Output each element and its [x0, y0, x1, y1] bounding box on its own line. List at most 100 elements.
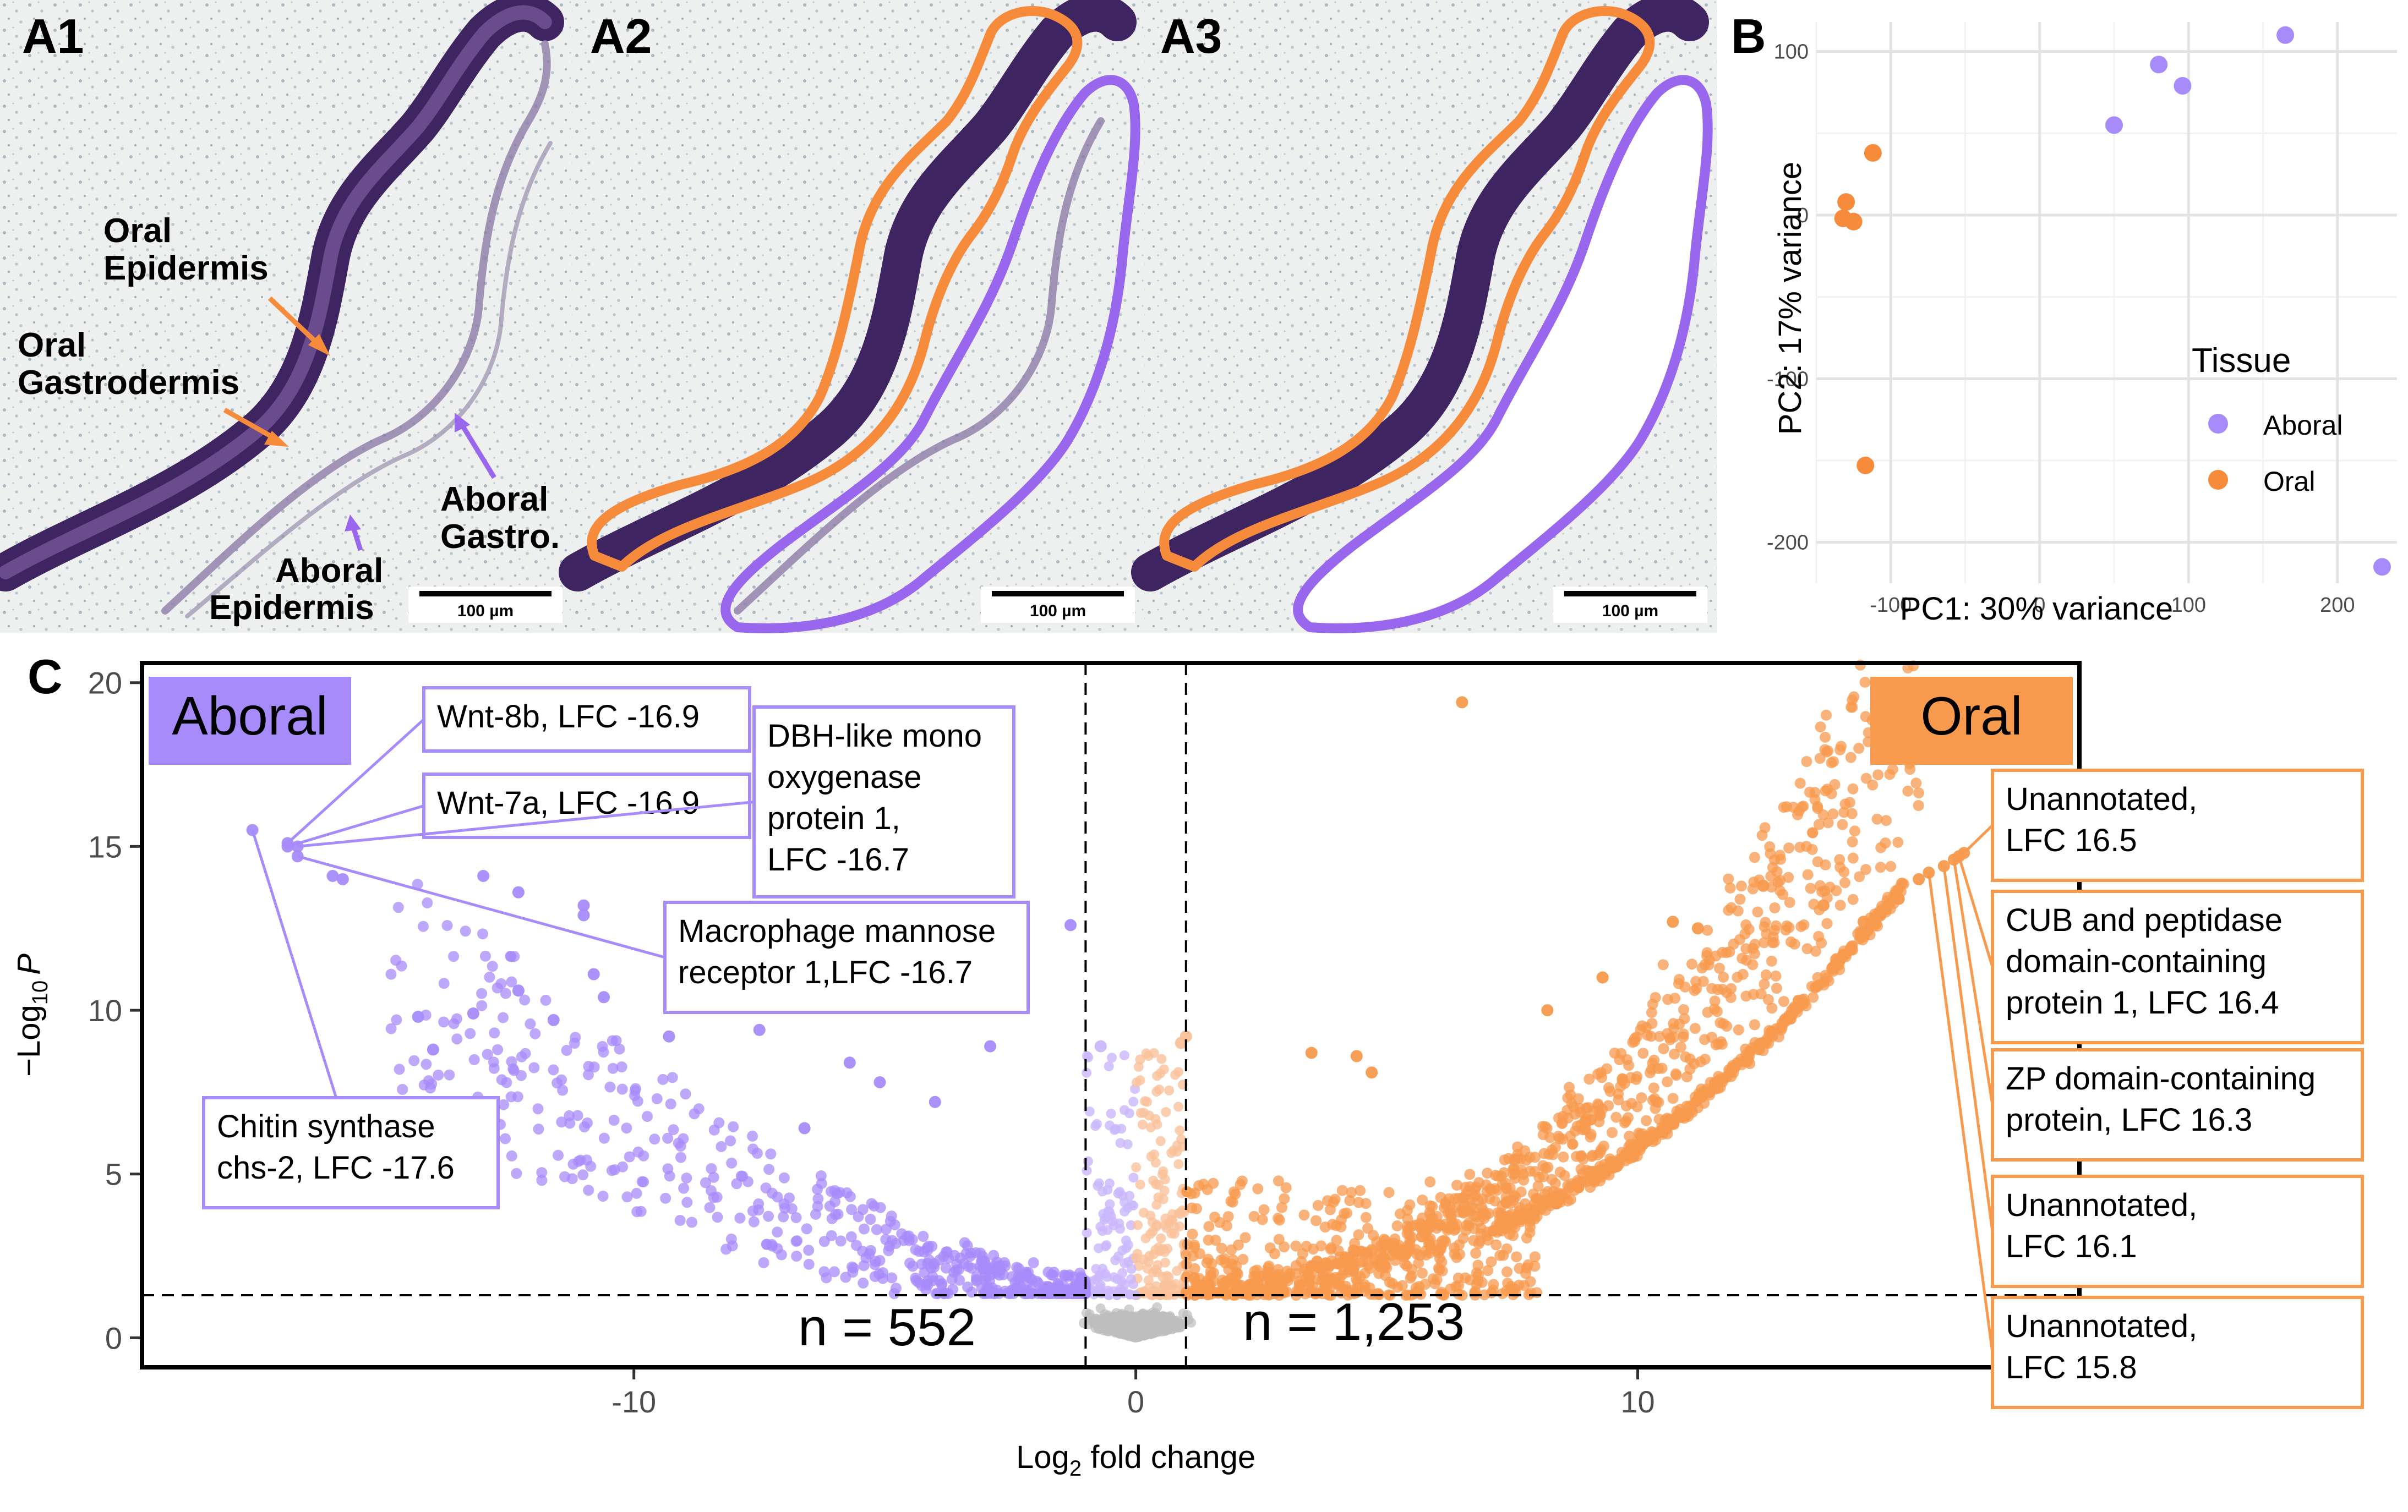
volcano-point: [1451, 1180, 1462, 1191]
volcano-point: [751, 1148, 763, 1159]
volcano-point: [631, 1206, 643, 1218]
volcano-point: [1042, 1267, 1054, 1278]
volcano-point: [608, 1115, 620, 1126]
volcano-point: [761, 1239, 772, 1250]
volcano-y-title-main: −Log: [11, 1005, 47, 1077]
volcano-point: [1587, 1165, 1599, 1177]
volcano-point: [1822, 817, 1834, 829]
volcano-point: [1752, 1044, 1764, 1055]
volcano-point: [1305, 1047, 1318, 1059]
volcano-point: [1393, 1240, 1404, 1251]
volcano-point: [1435, 1288, 1446, 1300]
volcano-point: [1135, 1179, 1145, 1190]
volcano-point: [1859, 676, 1871, 688]
volcano-point: [1155, 1136, 1166, 1146]
volcano-point: [1752, 906, 1763, 918]
volcano-point: [1189, 1272, 1200, 1283]
volcano-point: [1816, 937, 1827, 949]
volcano-point: [1473, 1195, 1484, 1207]
volcano-y-tick-label: 20: [88, 666, 122, 700]
pca-x-tick-label: 0: [2034, 594, 2045, 617]
volcano-point: [1646, 1018, 1658, 1029]
volcano-point: [1642, 1029, 1653, 1041]
volcano-point: [1381, 1262, 1393, 1274]
volcano-point: [803, 1245, 815, 1256]
volcano-point: [1353, 1229, 1364, 1241]
volcano-point: [1596, 971, 1609, 984]
volcano-point: [1417, 1267, 1428, 1279]
volcano-point: [1724, 1065, 1736, 1077]
volcano-point: [1355, 1246, 1366, 1257]
volcano-point: [1798, 919, 1810, 930]
volcano-point: [1801, 943, 1813, 955]
pca-x-tick-label: 100: [2171, 594, 2206, 617]
volcano-point: [675, 1152, 686, 1163]
volcano-point: [583, 1185, 594, 1196]
volcano-point: [1710, 950, 1722, 962]
annotation-leader-line: [251, 829, 338, 1098]
volcano-point: [1718, 972, 1729, 983]
volcano-threshold-lines: [142, 663, 2079, 1367]
volcano-point: [1133, 1220, 1143, 1230]
volcano-point: [1512, 1141, 1524, 1153]
volcano-point: [561, 1045, 572, 1056]
volcano-point: [1822, 745, 1834, 757]
label-aboral-gastro-line1: Aboral: [440, 480, 548, 518]
annotation-leader-line: [1942, 865, 1994, 1232]
volcano-point: [1279, 1193, 1290, 1204]
volcano-point: [1772, 876, 1784, 888]
volcano-point: [1667, 916, 1679, 928]
volcano-point: [1721, 1021, 1733, 1032]
volcano-point: [778, 1172, 790, 1184]
volcano-point: [664, 1170, 675, 1182]
annotation-text: domain-containing: [2006, 944, 2267, 979]
volcano-point: [1312, 1256, 1323, 1267]
volcano-point: [506, 976, 517, 988]
volcano-point: [536, 1175, 548, 1186]
volcano-point: [1159, 1064, 1169, 1075]
volcano-point: [1760, 917, 1771, 928]
volcano-point: [412, 1011, 424, 1023]
volcano-point: [1632, 1143, 1644, 1154]
micrograph-a1: Oral Epidermis Oral Gastrodermis Aboral …: [0, 0, 572, 633]
volcano-point: [1631, 1031, 1642, 1043]
volcano-point: [686, 1217, 697, 1228]
volcano-point: [1849, 825, 1860, 837]
volcano-point: [1553, 1131, 1564, 1142]
annotation-box: [422, 686, 751, 753]
volcano-point: [1586, 1114, 1597, 1126]
volcano-point: [1689, 985, 1700, 996]
volcano-point: [624, 1151, 635, 1163]
volcano-point: [1144, 1110, 1154, 1121]
volcano-point: [577, 899, 590, 912]
volcano-point: [1838, 807, 1850, 818]
volcano-point: [662, 1132, 674, 1144]
volcano-point: [1240, 1232, 1251, 1243]
volcano-point: [1284, 1271, 1295, 1283]
volcano-point: [616, 1083, 628, 1095]
volcano-point: [857, 1204, 869, 1215]
volcano-point: [1647, 999, 1658, 1010]
volcano-point: [468, 1054, 480, 1065]
volcano-point: [1755, 988, 1767, 1000]
volcano-point: [1312, 1199, 1324, 1211]
volcano-point: [1514, 1263, 1525, 1274]
volcano-point: [392, 902, 404, 913]
panel-label-a2: A2: [590, 9, 652, 63]
volcano-point: [1378, 1252, 1390, 1263]
volcano-point: [1839, 798, 1851, 810]
volcano-point: [1126, 1274, 1137, 1284]
volcano-point: [1817, 899, 1830, 912]
volcano-point: [1770, 920, 1782, 932]
volcano-point: [1904, 764, 1916, 775]
volcano-point: [488, 1056, 499, 1068]
volcano-point: [1369, 1253, 1381, 1265]
volcano-point: [1670, 1070, 1682, 1081]
volcano-point: [1408, 1288, 1420, 1300]
volcano-point: [858, 1277, 869, 1289]
oral-gastrodermis-arrow: [223, 408, 280, 442]
volcano-point: [1103, 1285, 1113, 1296]
volcano-point: [1107, 1312, 1117, 1322]
volcano-point: [1216, 1242, 1227, 1254]
volcano-point: [427, 1043, 439, 1056]
